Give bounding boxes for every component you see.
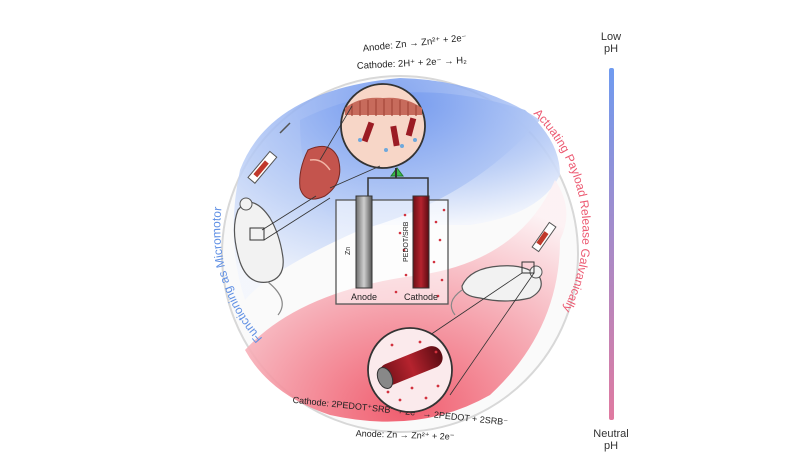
bottom-anode-equation: Anode: Zn → Zn²⁺ + 2e⁻ <box>356 428 455 441</box>
mouse-right-icon <box>450 261 543 316</box>
galvanic-cell-beaker: Zn PEDOT/SRB Anode Cathode <box>335 167 449 305</box>
cathode-label: Cathode <box>404 292 438 302</box>
stomach-lining-magnified <box>340 83 426 169</box>
mouse-left-icon <box>233 197 284 316</box>
top-cathode-equation: Cathode: 2H⁺ + 2e⁻ → H₂ <box>357 55 468 72</box>
pedot-electrode-text: PEDOT/SRB <box>403 221 410 262</box>
ph-gradient-bar <box>609 68 614 420</box>
anode-label: Anode <box>351 292 377 302</box>
syringe-icon <box>247 122 291 184</box>
syringe-right-icon <box>531 221 557 253</box>
zn-anode-electrode <box>355 195 373 289</box>
ph-low-label: Low pH <box>600 31 622 55</box>
zn-electrode-text: Zn <box>345 247 352 255</box>
top-anode-equation: Anode: Zn → Zn²⁺ + 2e⁻ <box>362 33 467 55</box>
micromotor-magnified <box>367 327 453 413</box>
pedot-cathode-electrode <box>412 195 430 289</box>
ph-neutral-label: Neutral pH <box>593 428 629 452</box>
stomach-icon <box>299 145 341 200</box>
